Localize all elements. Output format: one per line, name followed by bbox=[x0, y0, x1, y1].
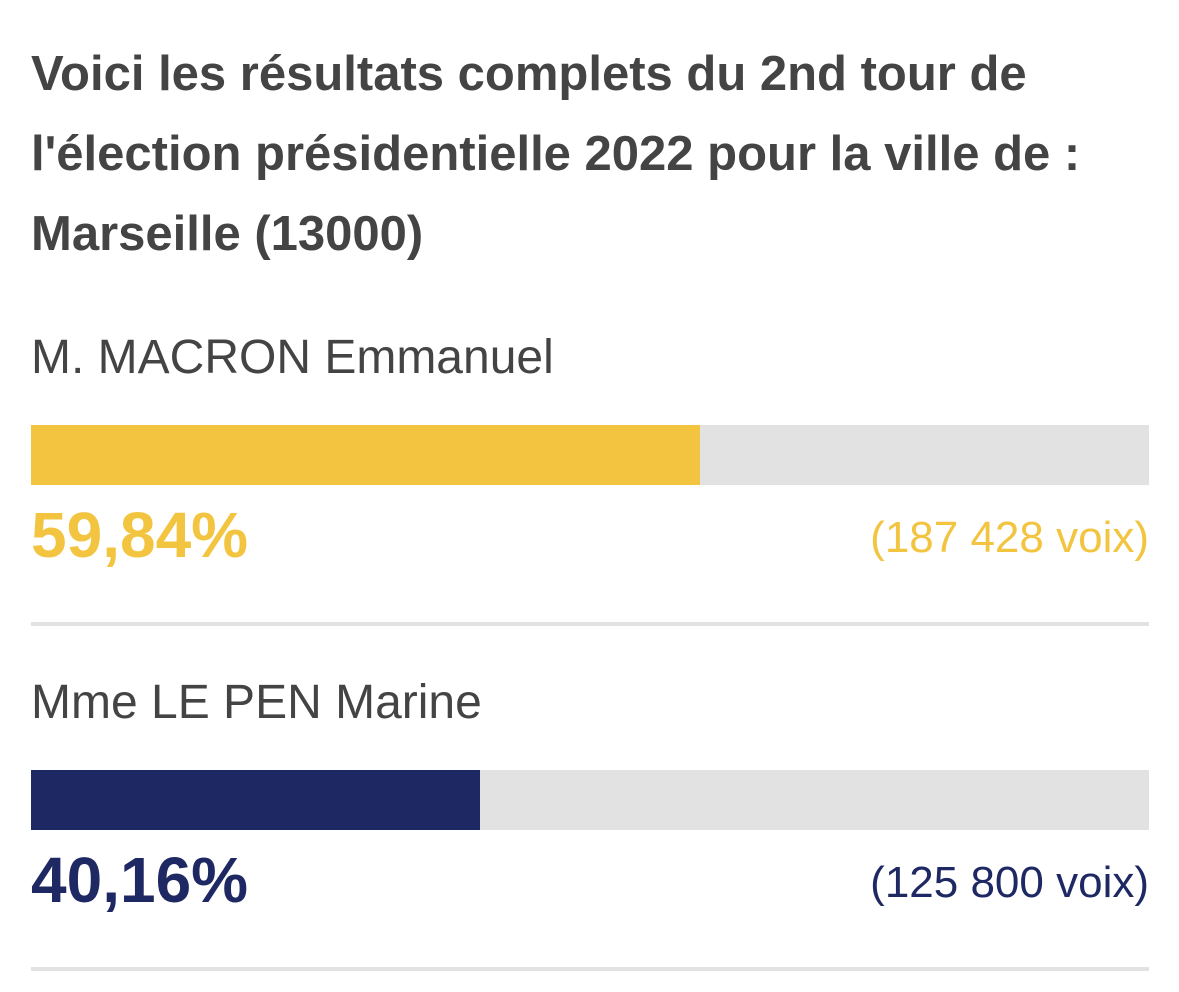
result-bar-fill bbox=[31, 425, 700, 485]
votes-label: (187 428 voix) bbox=[870, 513, 1149, 562]
divider bbox=[31, 622, 1149, 626]
candidate-name: Mme LE PEN Marine bbox=[31, 676, 482, 729]
result-bar-fill bbox=[31, 770, 480, 830]
result-bar-track bbox=[31, 425, 1149, 485]
divider bbox=[31, 967, 1149, 971]
page-title: Voici les résultats complets du 2nd tour… bbox=[31, 47, 1081, 261]
percent-label: 40,16% bbox=[31, 844, 249, 916]
votes-label: (125 800 voix) bbox=[870, 858, 1149, 907]
percent-label: 59,84% bbox=[31, 499, 249, 571]
result-bar-track bbox=[31, 770, 1149, 830]
candidate-name: M. MACRON Emmanuel bbox=[31, 331, 554, 384]
